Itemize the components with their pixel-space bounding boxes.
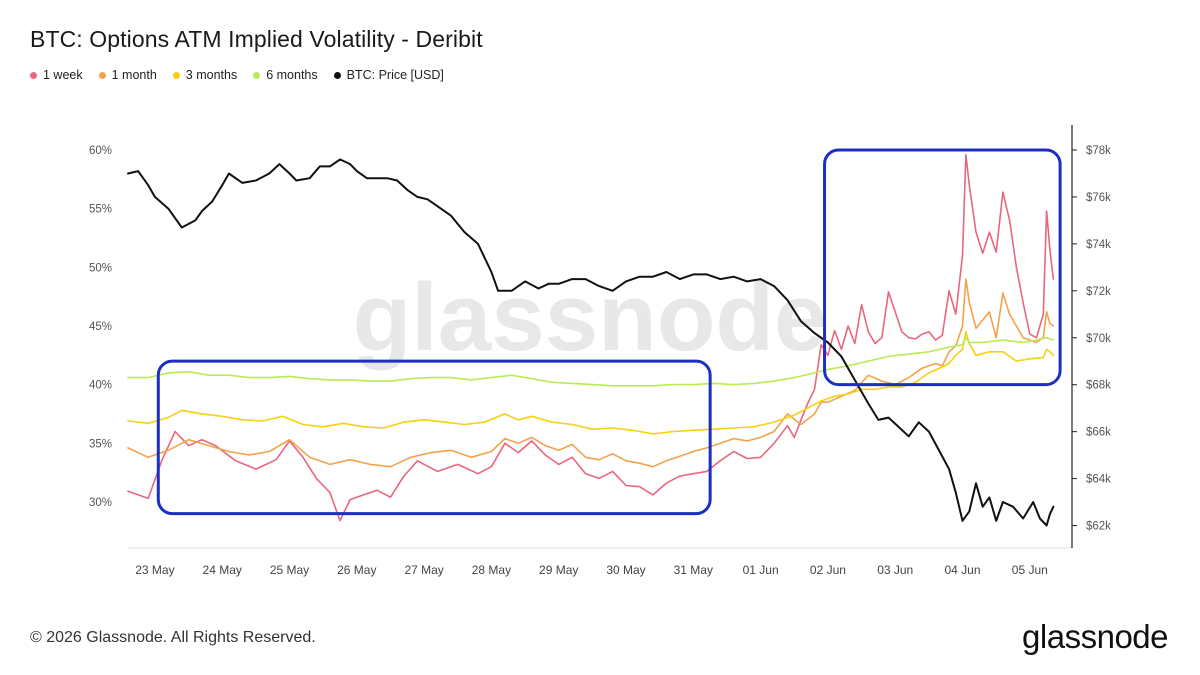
series-layer xyxy=(127,153,1055,527)
y-left-tick-label: 55% xyxy=(89,204,112,216)
legend-dot-1-month xyxy=(98,71,106,79)
legend-label-1-week: 1 week xyxy=(43,68,83,82)
x-tick-label: 03 Jun xyxy=(877,563,913,577)
legend-label-1-month: 1 month xyxy=(111,68,157,82)
x-tick-label: 25 May xyxy=(270,563,309,577)
legend-dot-3-months xyxy=(172,71,180,79)
x-tick-label: 02 Jun xyxy=(810,563,846,577)
axis-layer: 60% 55% 50% 45% 40% 35% 30% $78k $76k $74k $72k $70… xyxy=(89,125,1111,577)
series-line-3-months xyxy=(127,331,1055,435)
y-right-tick-label: $74k xyxy=(1086,239,1111,251)
legend-item-1-month[interactable]: 1 month xyxy=(98,68,157,82)
x-tick-label: 04 Jun xyxy=(945,563,981,577)
y-right-tick-label: $66k xyxy=(1086,427,1111,439)
legend-dot-6-months xyxy=(253,71,261,79)
legend-dot-btc-price xyxy=(333,71,341,79)
legend-label-btc-price: BTC: Price [USD] xyxy=(346,68,444,82)
y-right-tick-label: $68k xyxy=(1086,380,1111,392)
legend-item-6-months[interactable]: 6 months xyxy=(253,68,318,82)
legend-item-3-months[interactable]: 3 months xyxy=(172,68,238,82)
y-right-tick-label: $72k xyxy=(1086,286,1111,298)
y-left-tick-label: 45% xyxy=(89,321,112,333)
y-left-tick-label: 35% xyxy=(89,438,112,450)
highlight-box-1 xyxy=(156,359,712,516)
series-line-btc-price-usd xyxy=(127,158,1055,527)
series-line-1-month xyxy=(127,278,1055,468)
legend-dot-1-week xyxy=(30,71,37,79)
y-left-tick-label: 50% xyxy=(89,262,112,274)
highlight-box-2 xyxy=(823,148,1062,387)
x-tick-label: 30 May xyxy=(606,563,645,577)
y-right-tick-label: $78k xyxy=(1086,145,1111,157)
x-tick-label: 01 Jun xyxy=(743,563,779,577)
x-tick-label: 27 May xyxy=(404,563,443,577)
x-tick-label: 28 May xyxy=(472,563,511,577)
legend-item-1-week[interactable]: 1 week xyxy=(30,68,83,82)
chart-title: BTC: Options ATM Implied Volatility - De… xyxy=(30,26,483,52)
y-left-tick-label: 40% xyxy=(89,380,112,392)
y-left-tick-label: 60% xyxy=(89,145,112,157)
y-right-tick-label: $64k xyxy=(1086,474,1111,486)
x-tick-label: 24 May xyxy=(203,563,242,577)
y-right-tick-label: $70k xyxy=(1086,333,1111,345)
y-right-tick-label: $76k xyxy=(1086,192,1111,204)
legend-item-btc-price[interactable]: BTC: Price [USD] xyxy=(333,68,444,82)
legend-label-3-months: 3 months xyxy=(185,68,238,82)
x-tick-label: 29 May xyxy=(539,563,578,577)
x-tick-label: 23 May xyxy=(135,563,174,577)
series-line-1-week xyxy=(127,153,1055,522)
x-tick-label: 05 Jun xyxy=(1012,563,1048,577)
x-tick-label: 31 May xyxy=(674,563,713,577)
y-left-tick-label: 30% xyxy=(89,497,112,509)
series-line-6-months xyxy=(127,336,1055,387)
highlight-box-layer xyxy=(156,148,1062,516)
legend: 1 week 1 month 3 months 6 months BTC: Pr… xyxy=(30,68,444,82)
x-tick-label: 26 May xyxy=(337,563,376,577)
footer-logo: glassnode xyxy=(1022,618,1168,655)
legend-label-6-months: 6 months xyxy=(266,68,318,82)
footer-copyright: © 2026 Glassnode. All Rights Reserved. xyxy=(30,629,316,646)
y-right-tick-label: $62k xyxy=(1086,521,1111,533)
